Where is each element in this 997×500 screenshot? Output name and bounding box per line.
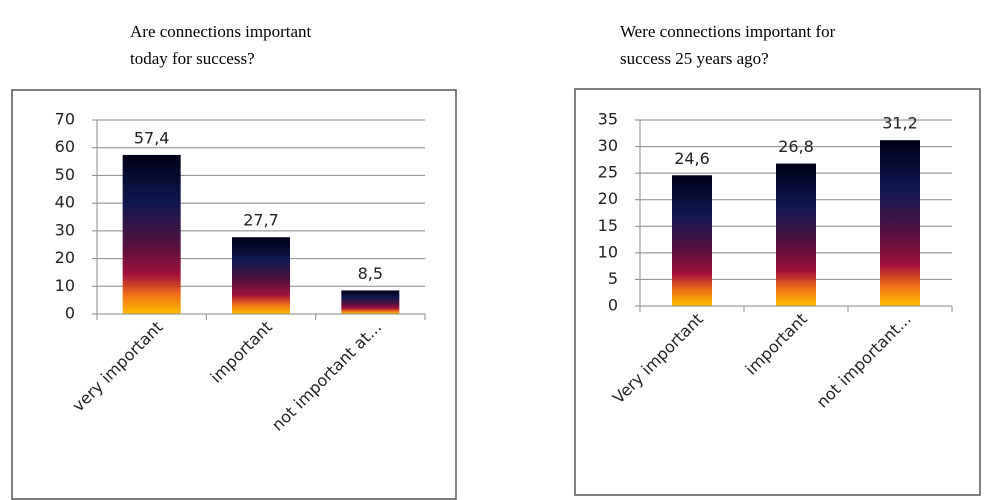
- y-tick-label: 10: [598, 242, 618, 261]
- bar: [341, 290, 400, 314]
- y-tick-label: 20: [55, 248, 75, 267]
- y-tick-label: 30: [598, 136, 618, 155]
- data-label: 57,4: [134, 128, 170, 147]
- bar: [672, 175, 712, 306]
- bar: [880, 140, 920, 306]
- data-label: 26,8: [778, 137, 814, 156]
- y-tick-label: 5: [608, 269, 618, 288]
- data-label: 31,2: [882, 114, 918, 133]
- y-tick-label: 70: [55, 110, 75, 129]
- y-tick-label: 15: [598, 216, 618, 235]
- y-tick-label: 25: [598, 163, 618, 182]
- bar: [232, 237, 290, 314]
- y-tick-label: 10: [55, 276, 75, 295]
- y-tick-label: 60: [55, 137, 75, 156]
- y-tick-label: 0: [608, 296, 618, 315]
- data-label: 8,5: [358, 264, 383, 283]
- y-tick-label: 20: [598, 189, 618, 208]
- y-tick-label: 50: [55, 165, 75, 184]
- y-tick-label: 40: [55, 193, 75, 212]
- chart-title: Are connections important today for succ…: [130, 22, 312, 68]
- bar: [776, 163, 816, 306]
- y-tick-label: 0: [65, 304, 75, 323]
- data-label: 24,6: [674, 149, 710, 168]
- y-tick-label: 35: [598, 110, 618, 129]
- bar: [122, 154, 181, 314]
- y-tick-label: 30: [55, 220, 75, 239]
- data-label: 27,7: [243, 211, 279, 230]
- chart-title: Were connections important for success 2…: [620, 22, 836, 68]
